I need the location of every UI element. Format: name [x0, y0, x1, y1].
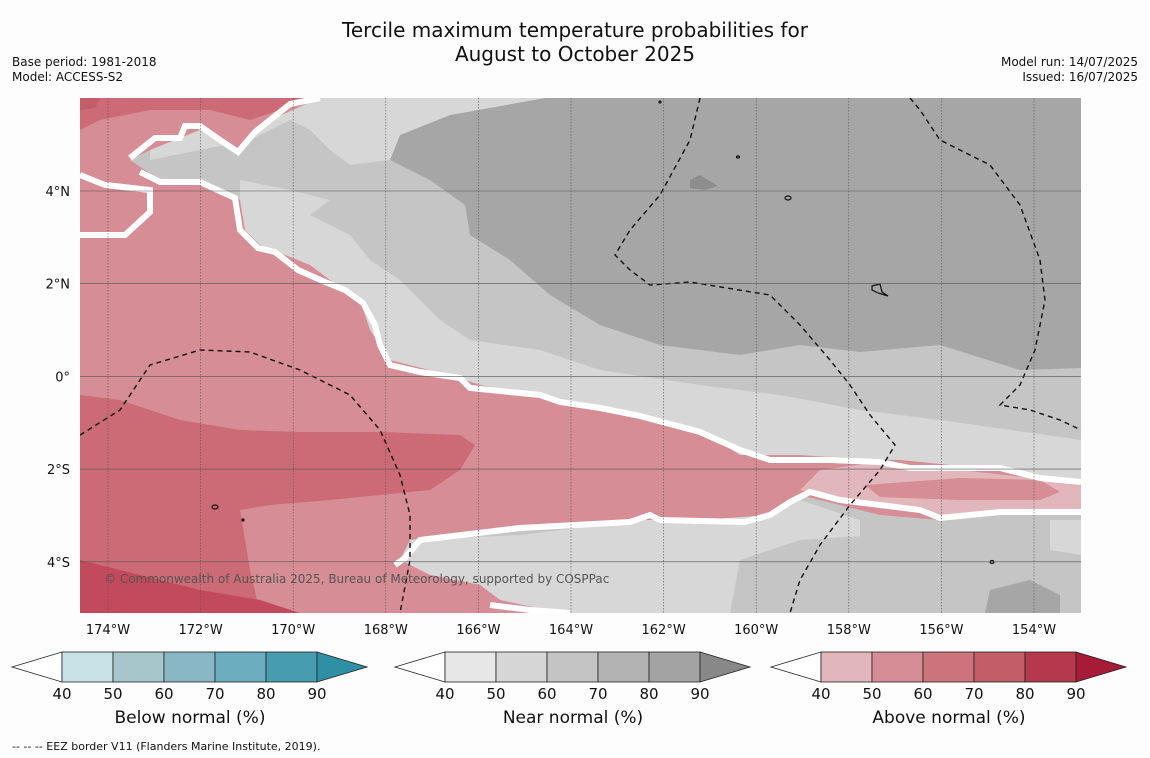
- longitude-label: 166°W: [456, 623, 500, 638]
- colorbar-low-arrow: [10, 651, 63, 683]
- base-period: Base period: 1981-2018: [12, 55, 157, 69]
- colorbar-segment: [214, 651, 267, 683]
- colorbar-segment: [163, 651, 216, 683]
- colorbar-high-arrow: [1075, 651, 1128, 683]
- longitude-label: 174°W: [86, 623, 130, 638]
- above-normal-title: Above normal (%): [872, 708, 1026, 728]
- colorbar-low-arrow: [769, 651, 822, 683]
- colorbar-tick-label: 40: [435, 685, 454, 703]
- longitude-label: 154°W: [1012, 623, 1056, 638]
- colorbar-segment: [495, 651, 548, 683]
- colorbar-segment: [112, 651, 165, 683]
- small-grey-patch: [690, 175, 718, 190]
- colorbar-segment: [820, 651, 873, 683]
- colorbar: 40 50 60 70 80 90: [10, 651, 369, 703]
- above-normal-north-high: [80, 98, 320, 130]
- colorbar-segment: [444, 651, 497, 683]
- colorbars: 40 50 60 70 80 90 40 50 60 70 80 90 40 50 60 70 80 90: [10, 651, 1128, 703]
- model-name: Model: ACCESS-S2: [12, 70, 124, 84]
- colorbar-tick-label: 60: [537, 685, 556, 703]
- eez-footnote: -- -- -- EEZ border V11 (Flanders Marine…: [12, 740, 321, 753]
- latitude-label: 4°S: [47, 556, 70, 571]
- colorbar-tick-label: 50: [103, 685, 122, 703]
- colorbar-tick-label: 80: [256, 685, 275, 703]
- meta-right: Model run: 14/07/2025 Issued: 16/07/2025: [1001, 55, 1138, 85]
- colorbar-tick-label: 60: [913, 685, 932, 703]
- colorbar: 40 50 60 70 80 90: [393, 651, 752, 703]
- longitude-label: 170°W: [271, 623, 315, 638]
- meta-left: Base period: 1981-2018 Model: ACCESS-S2: [12, 55, 157, 85]
- graticule: [80, 98, 1081, 613]
- latitude-label: 2°N: [46, 278, 71, 293]
- near-normal-south-dark: [985, 580, 1060, 613]
- colorbar-segment: [597, 651, 650, 683]
- colorbar-segment: [973, 651, 1026, 683]
- longitude-label: 164°W: [549, 623, 593, 638]
- colorbar-tick-label: 50: [486, 685, 505, 703]
- colorbar-tick-label: 60: [154, 685, 173, 703]
- near-normal-right-light: [1050, 520, 1081, 555]
- above-normal-top-corner: [80, 98, 100, 110]
- above-normal-sw-light: [240, 495, 520, 613]
- near-normal-light-band-2: [240, 180, 1081, 490]
- colorbar-segment: [546, 651, 599, 683]
- colorbar-tick-label: 80: [639, 685, 658, 703]
- colorbar-tick-label: 50: [862, 685, 881, 703]
- colorbar-tick-label: 90: [307, 685, 326, 703]
- title-line-2: August to October 2025: [454, 42, 696, 66]
- longitude-label: 168°W: [364, 623, 408, 638]
- longitude-label: 172°W: [179, 623, 223, 638]
- colorbar-tick-label: 70: [964, 685, 983, 703]
- colorbar-segment: [61, 651, 114, 683]
- probability-map: [80, 98, 1081, 613]
- model-run: Model run: 14/07/2025: [1000, 55, 1138, 69]
- colorbar-tick-label: 40: [811, 685, 830, 703]
- colorbar-segment: [922, 651, 975, 683]
- longitude-label: 158°W: [827, 623, 871, 638]
- latitude-labels: 4°N 2°N 0° 2°S 4°S: [46, 185, 71, 571]
- colorbar-high-arrow: [316, 651, 369, 683]
- longitude-label: 162°W: [642, 623, 686, 638]
- title-line-1: Tercile maximum temperature probabilitie…: [342, 18, 808, 42]
- issued-date: Issued: 16/07/2025: [1022, 70, 1138, 84]
- colorbar-segment: [1024, 651, 1077, 683]
- above-normal-east-strip: [865, 478, 1060, 500]
- longitude-labels: 174°W 172°W 170°W 168°W 166°W 164°W 162°W 160°W…: [86, 623, 1056, 638]
- colorbar-tick-label: 40: [52, 685, 71, 703]
- colorbar-segment: [648, 651, 701, 683]
- above-normal-very-high-region: [80, 560, 300, 613]
- near-normal-high-region: [390, 98, 1081, 370]
- colorbar-high-arrow: [699, 651, 752, 683]
- below-normal-title: Below normal (%): [114, 708, 266, 728]
- category-boundaries: [80, 98, 1081, 613]
- colorbar-tick-label: 90: [1066, 685, 1085, 703]
- colorbar-tick-label: 70: [588, 685, 607, 703]
- latitude-label: 4°N: [46, 185, 71, 200]
- latitude-label: 0°: [55, 370, 70, 385]
- eez-borders: [80, 98, 1081, 613]
- map-title: Tercile maximum temperature probabilitie…: [0, 18, 1150, 66]
- colorbar-segment: [871, 651, 924, 683]
- copyright-notice: © Commonwealth of Australia 2025, Bureau…: [104, 572, 610, 586]
- above-normal-high-region: [80, 395, 475, 613]
- latitude-label: 2°S: [47, 463, 70, 478]
- colorbar: 40 50 60 70 80 90: [769, 651, 1128, 703]
- near-normal-title: Near normal (%): [502, 708, 644, 728]
- colorbar-tick-label: 90: [690, 685, 709, 703]
- longitude-label: 156°W: [919, 623, 963, 638]
- colorbar-tick-label: 70: [205, 685, 224, 703]
- colorbar-low-arrow: [393, 651, 446, 683]
- colorbar-segment: [265, 651, 318, 683]
- colorbar-tick-label: 80: [1015, 685, 1034, 703]
- longitude-label: 160°W: [734, 623, 778, 638]
